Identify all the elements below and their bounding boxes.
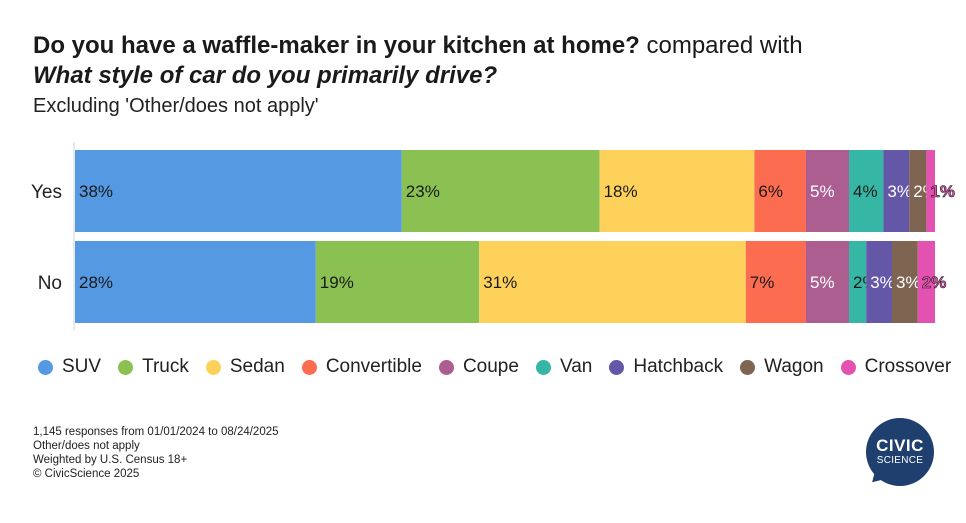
data-label-yes-crossover: 1%: [930, 182, 955, 201]
data-label-yes-coupe: 5%: [810, 182, 835, 201]
legend-item-truck: Truck: [118, 356, 189, 378]
footer-excluded: Other/does not apply: [33, 440, 140, 452]
legend-swatch-coupe: [438, 359, 454, 375]
chart-subtitle: Excluding 'Other/does not apply': [33, 95, 319, 117]
data-label-yes-convertible: 6%: [758, 182, 783, 201]
legend-item-coupe: Coupe: [438, 356, 519, 378]
data-label-yes-truck: 23%: [406, 182, 440, 201]
bar-segment-yes-wagon: [909, 150, 927, 232]
bar-segment-yes-coupe: [806, 150, 849, 232]
data-label-yes-hatchback: 3%: [887, 182, 912, 201]
data-label-yes-suv: 38%: [79, 182, 113, 201]
bar-segment-no-convertible: [745, 241, 806, 323]
legend-item-hatchback: Hatchback: [609, 356, 723, 378]
legend-swatch-sedan: [205, 359, 221, 375]
legend-item-sedan: Sedan: [205, 356, 285, 378]
chart-title: Do you have a waffle-maker in your kitch…: [33, 31, 943, 91]
legend-label-hatchback: Hatchback: [633, 356, 724, 377]
bar-segment-no-coupe: [806, 241, 849, 323]
data-label-no-truck: 19%: [320, 273, 354, 292]
footer-notes: 1,145 responses from 01/01/2024 to 08/24…: [33, 425, 279, 481]
bar-segment-no-wagon: [892, 241, 918, 323]
bar-segment-yes-crossover: [926, 150, 935, 232]
legend-label-suv: SUV: [62, 356, 102, 377]
legend-item-wagon: Wagon: [740, 356, 824, 378]
legend-item-van: Van: [535, 356, 593, 378]
legend-item-suv: SUV: [38, 356, 101, 378]
data-label-yes-sedan: 18%: [604, 182, 638, 201]
legend-item-convertible: Convertible: [301, 356, 422, 378]
legend-swatch-crossover: [840, 359, 856, 375]
category-label-yes: Yes: [31, 182, 62, 203]
bar-segment-no-hatchback: [866, 241, 892, 323]
legend-label-wagon: Wagon: [764, 356, 824, 377]
logo-text-science: SCIENCE: [876, 455, 924, 466]
bar-segment-no-sedan: [479, 241, 746, 323]
legend-swatch-wagon: [740, 359, 756, 375]
stacked-bar-chart: Yes 38% 23% 18% 6% 5% 4% 3% 2%1%No 28% 19% 31% 7% 5% 2…: [31, 142, 955, 330]
legend-swatch-suv: [38, 359, 53, 375]
bar-segment-yes-suv: [75, 150, 402, 232]
legend-label-coupe: Coupe: [462, 356, 519, 377]
logo-circle: [866, 418, 934, 486]
legend-label-crossover: Crossover: [864, 356, 952, 377]
civicscience-logo: CIVIC SCIENCE: [866, 418, 934, 491]
footer-weighting: Weighted by U.S. Census 18+: [33, 454, 188, 466]
legend-label-van: Van: [559, 356, 593, 377]
legend-label-sedan: Sedan: [229, 356, 285, 377]
category-label-no: No: [38, 273, 62, 294]
legend-label-truck: Truck: [142, 356, 189, 377]
data-label-no-hatchback: 3%: [870, 273, 895, 292]
bar-segment-yes-van: [849, 150, 884, 232]
legend-swatch-convertible: [301, 359, 317, 375]
bar-segment-no-crossover: [917, 241, 935, 323]
title-question-2: What style of car do you primarily drive…: [33, 62, 498, 89]
legend-swatch-hatchback: [609, 359, 625, 375]
bar-segment-no-truck: [315, 241, 480, 323]
data-label-no-wagon: 3%: [896, 273, 921, 292]
title-question-1: Do you have a waffle-maker in your kitch…: [33, 32, 640, 59]
logo-text-civic: CIVIC: [876, 436, 924, 455]
data-label-no-suv: 28%: [79, 273, 113, 292]
data-label-yes-van: 4%: [853, 182, 878, 201]
legend-item-crossover: Crossover: [840, 356, 952, 378]
bar-segment-yes-hatchback: [883, 150, 910, 232]
data-label-no-crossover: 2%: [922, 273, 947, 292]
legend-swatch-van: [535, 359, 551, 375]
data-label-no-coupe: 5%: [810, 273, 835, 292]
legend-label-convertible: Convertible: [325, 356, 422, 377]
bar-segment-yes-sedan: [599, 150, 755, 232]
footer-copyright: © CivicScience 2025: [33, 468, 140, 480]
chart-legend: SUV Truck Sedan Convertible Coupe Van Hatchbac…: [38, 356, 966, 378]
footer-responses: 1,145 responses from 01/01/2024 to 08/24…: [33, 426, 279, 438]
bar-segment-yes-truck: [401, 150, 600, 232]
bar-segment-yes-convertible: [754, 150, 806, 232]
bar-segment-no-suv: [75, 241, 316, 323]
legend-swatch-truck: [118, 359, 134, 375]
data-label-no-convertible: 7%: [750, 273, 775, 292]
data-label-no-sedan: 31%: [483, 273, 517, 292]
bar-segment-no-van: [849, 241, 867, 323]
title-connector: compared with: [639, 32, 803, 59]
